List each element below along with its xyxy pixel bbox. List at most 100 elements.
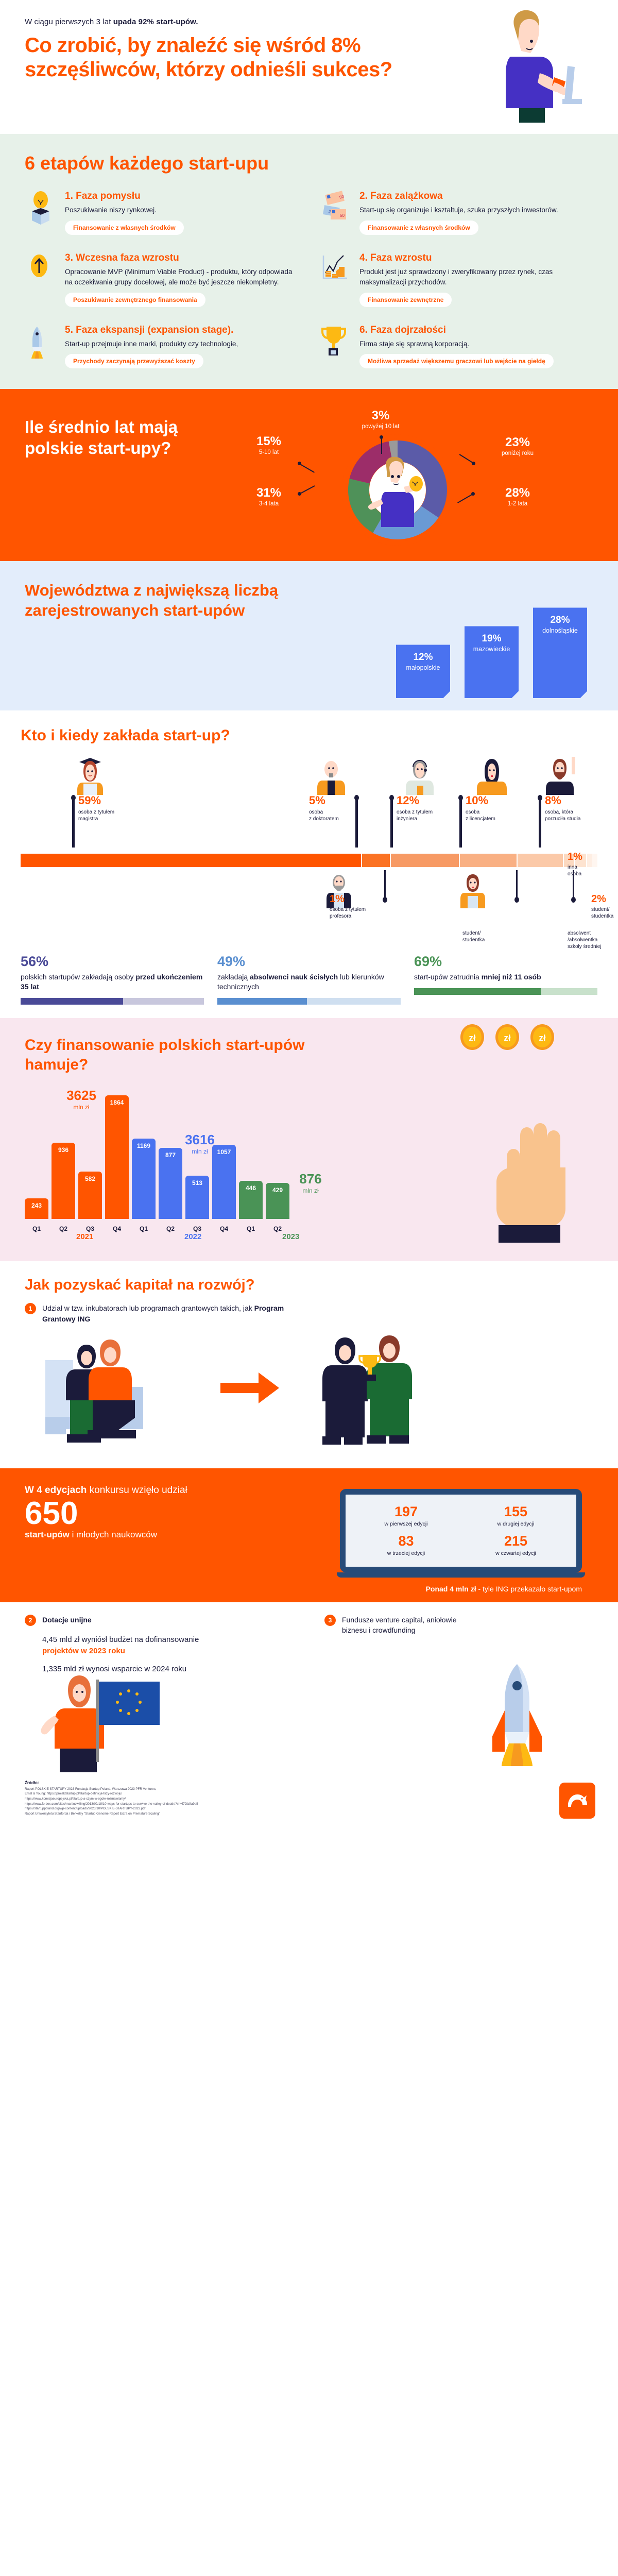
- woman-with-eu-flag-illustration: [41, 1675, 160, 1772]
- capital-section: Jak pozyskać kapitał na rozwój? 1 Udział…: [0, 1261, 618, 1468]
- pin-head: [514, 897, 519, 903]
- pin-line: [516, 870, 518, 901]
- fact-employees: 69% start-upów zatrudnia mniej niż 11 os…: [414, 955, 597, 1005]
- stage-item-6: 6. Faza dojrzałości Firma staje się spra…: [319, 325, 593, 369]
- edition-count: 197: [394, 1503, 418, 1519]
- lightbulb-box-icon: [402, 584, 445, 645]
- education-value: 5%: [309, 794, 325, 807]
- hero-section: W ciągu pierwszych 3 lat upada 92% start…: [0, 0, 618, 134]
- fact-text-b: przed ukończeniem 35 lat: [21, 973, 203, 991]
- source-line: Raport POLSKIE STARTUPY 2023 Fundacja St…: [25, 1787, 157, 1791]
- bar-2022-q1: 1169: [132, 1139, 156, 1219]
- capital-text-a: Udział w tzw. inkubatorach lub programac…: [42, 1304, 254, 1313]
- education-label: inna osoba: [568, 865, 582, 877]
- voivodeship-bar-mazowieckie: 19% mazowieckie: [465, 626, 519, 698]
- bearded-man-avatar: [546, 757, 575, 795]
- source-line: https://startuppoland.org/wp-content/upl…: [25, 1807, 146, 1811]
- edition-count: 215: [504, 1533, 528, 1549]
- year-axis: 2021 2022 2023: [25, 1232, 593, 1248]
- who-title: Kto i kiedy zakłada start-up?: [21, 727, 230, 744]
- stage-desc: Start-up się organizuje i kształtuje, sz…: [359, 206, 558, 214]
- arrow-right-icon: [220, 1372, 279, 1403]
- year-label-2023: 2023: [282, 1232, 300, 1242]
- capital-text: Fundusze venture capital, aniołowie bizn…: [342, 1615, 471, 1636]
- laptop-screen: 197 w pierwszej edycji 155 w drugiej edy…: [340, 1488, 582, 1572]
- long-hair-woman-avatar: [477, 759, 507, 795]
- education-lower-labels-2: . student/ studentka . absolwent /absolw…: [21, 852, 602, 952]
- capital-item-3: 3 Fundusze venture capital, aniołowie bi…: [324, 1614, 593, 1636]
- fact-text: zakładają absolwenci nauk ścisłych lub k…: [217, 972, 401, 992]
- coins-group: zł zł zł: [458, 1023, 556, 1051]
- edition-3: 83 w trzeciej edycji: [354, 1534, 458, 1556]
- bar-value: 446: [245, 1184, 256, 1192]
- edu-lower-other: 1% inna osoba: [568, 852, 618, 877]
- segment-value: 28%: [505, 486, 530, 500]
- education-label: osoba z licencjatem: [466, 809, 495, 822]
- education-label: osoba, która porzuciła studia: [545, 809, 581, 822]
- bar-2022-q2: 877: [159, 1148, 182, 1219]
- stage-desc: Firma staje się sprawną korporacją.: [359, 340, 470, 348]
- segment-value: 23%: [505, 435, 530, 450]
- pin-head: [571, 897, 576, 903]
- stage-desc: Poszukiwanie niszy rynkowej.: [65, 206, 157, 214]
- edition-label: w pierwszej edycji: [384, 1520, 428, 1527]
- bar-value: 936: [58, 1146, 69, 1154]
- man-with-idea-illustration: [368, 457, 423, 528]
- lion-icon: [568, 1794, 587, 1807]
- axis-tick: Q1: [246, 1225, 255, 1233]
- leader-dot: [380, 435, 383, 439]
- arrow-up-icon: [25, 252, 57, 286]
- education-value: 1%: [568, 851, 582, 863]
- stages-title: 6 etapów każdego start-upu: [25, 152, 269, 174]
- fact-meter: [414, 988, 597, 995]
- svg-text:zł: zł: [504, 1033, 511, 1043]
- capital-text: Dotacje unijne: [42, 1615, 92, 1625]
- ing-lion-logo: [559, 1782, 595, 1819]
- meter-track: [307, 998, 401, 1005]
- eu-columns: 2 Dotacje unijne 4,45 mld zł wyniósł bud…: [25, 1614, 593, 1675]
- source-line: Raport Uniwersytetu Stanforda i Berkeley…: [25, 1811, 160, 1816]
- education-label: osoba z tytułem magistra: [78, 809, 115, 822]
- stack-seg-other: [591, 854, 597, 868]
- bar-label: mazowieckie: [473, 646, 510, 653]
- financing-section: Czy finansowanie polskich start-upów ham…: [0, 1018, 618, 1262]
- fact-value: 69%: [414, 954, 442, 970]
- education-value: 59%: [78, 794, 101, 807]
- pin-head: [354, 795, 359, 801]
- ing-lead: W 4 edycjach konkursu wzięło udział: [25, 1484, 195, 1497]
- education-col-dropout: 8% osoba, która porzuciła studia: [538, 794, 599, 848]
- lightbulb-box-icon: [25, 191, 57, 225]
- stage-body: 2. Faza zalążkowa Start-up się organizuj…: [359, 191, 593, 235]
- stack-seg-professor: [562, 854, 575, 868]
- stage-body: 5. Faza ekspansji (expansion stage). Sta…: [65, 325, 299, 369]
- year-label-2022: 2022: [184, 1232, 202, 1242]
- man-at-desk-illustration: [506, 10, 582, 123]
- eu-amount-2024: 1,335 mld zł wynosi wsparcie w 2024 roku: [42, 1664, 207, 1675]
- stack-seg-masters: [21, 854, 361, 868]
- segment-label-5-10-years: 15% 5-10 lat: [230, 435, 307, 456]
- stages-grid: 1. Faza pomysłu Poszukiwanie niszy rynko…: [25, 191, 593, 369]
- fact-meter: [21, 998, 204, 1005]
- laptop-illustration: 197 w pierwszej edycji 155 w drugiej edy…: [337, 1488, 585, 1578]
- education-label: osoba z tytułem inżyniera: [397, 809, 433, 822]
- fact-text: polskich startupów zakładają osoby przed…: [21, 972, 204, 992]
- stages-section: 6 etapów każdego start-upu 1. Faza pomys…: [0, 134, 618, 389]
- edition-label: w drugiej edycji: [497, 1520, 535, 1527]
- pin-head: [383, 897, 387, 903]
- capital-text-a: Dotacje unijne: [42, 1615, 92, 1624]
- voivodeships-bar-chart: 12% małopolskie 19% mazowieckie: [396, 607, 587, 698]
- education-value: 8%: [545, 794, 561, 807]
- stack-seg-engineer: [389, 854, 459, 868]
- total-2021: 3625 mln zł: [50, 1089, 112, 1111]
- education-label: student/ studentka: [462, 930, 485, 943]
- education-value: 1%: [330, 893, 345, 905]
- education-value: 12%: [397, 794, 420, 807]
- infographic-page: W ciągu pierwszych 3 lat upada 92% start…: [0, 0, 618, 1819]
- bars-group: 243 936 582 1864 1169 877 513 1057 446 4…: [25, 1095, 289, 1219]
- education-lower-labels: 1% osoba z tytułem profesora 2% student/…: [21, 870, 613, 920]
- stage-title: 5. Faza ekspansji (expansion stage).: [65, 324, 234, 335]
- student-avatar: [460, 874, 485, 909]
- fact-age-35: 56% polskich startupów zakładają osoby p…: [21, 955, 204, 1005]
- segment-label-below-1-year: 23% poniżej roku: [479, 435, 556, 457]
- axis-tick: Q4: [112, 1225, 121, 1233]
